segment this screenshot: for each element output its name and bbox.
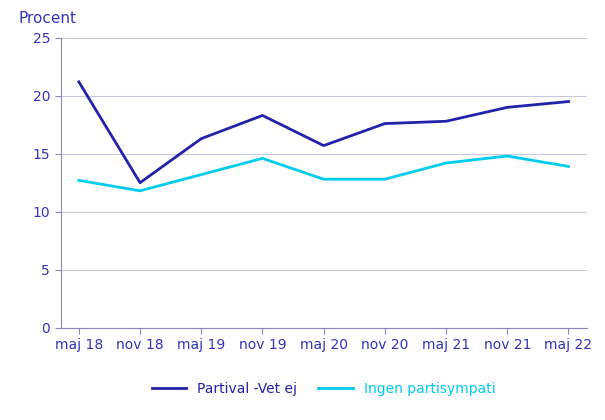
Ingen partisympati [75, 178, 82, 183]
Partival -Vet ej [137, 180, 144, 185]
Ingen partisympati [137, 188, 144, 193]
Text: Procent: Procent [18, 11, 76, 26]
Partival -Vet ej [565, 99, 572, 104]
Ingen partisympati [198, 172, 205, 177]
Partival -Vet ej [259, 113, 266, 118]
Partival -Vet ej [75, 79, 82, 84]
Ingen partisympati [259, 156, 266, 161]
Legend: Partival -Vet ej, Ingen partisympati: Partival -Vet ej, Ingen partisympati [146, 377, 502, 402]
Partival -Vet ej [320, 143, 327, 148]
Partival -Vet ej [381, 121, 388, 126]
Line: Partival -Vet ej: Partival -Vet ej [79, 82, 569, 183]
Ingen partisympati [565, 164, 572, 169]
Partival -Vet ej [198, 136, 205, 141]
Ingen partisympati [320, 177, 327, 182]
Ingen partisympati [503, 154, 511, 159]
Ingen partisympati [442, 160, 450, 165]
Line: Ingen partisympati: Ingen partisympati [79, 156, 569, 191]
Partival -Vet ej [503, 105, 511, 110]
Ingen partisympati [381, 177, 388, 182]
Partival -Vet ej [442, 119, 450, 124]
